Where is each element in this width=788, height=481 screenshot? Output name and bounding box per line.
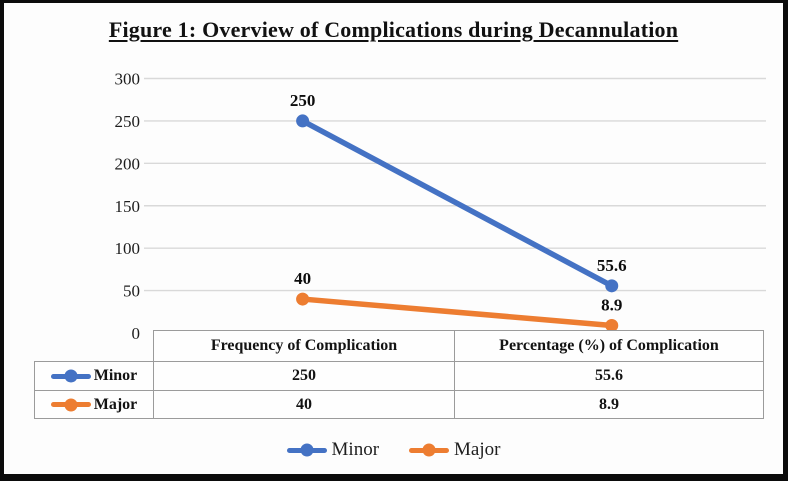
legend-item-minor: Minor: [286, 439, 380, 461]
table-header-row: Frequency of Complication Percentage (%)…: [34, 330, 764, 362]
complications-table: Frequency of Complication Percentage (%)…: [34, 330, 764, 419]
cell-minor-frequency: 250: [153, 361, 455, 391]
major-line-marker-icon: [50, 402, 91, 407]
minor-data-label: 250: [290, 91, 316, 110]
series-name-major: Major: [93, 395, 138, 413]
minor-data-label: 55.6: [597, 256, 627, 275]
chart-legend: Minor Major: [4, 436, 783, 464]
cell-major-frequency: 40: [153, 390, 455, 419]
cell-major-percentage: 8.9: [454, 390, 764, 419]
table-corner-cell: [34, 330, 154, 362]
major-series-line: [299, 296, 615, 329]
column-header-percentage: Percentage (%) of Complication: [454, 330, 764, 362]
y-axis-tick-label: 200: [115, 154, 141, 173]
table-row-major: Major 40 8.9: [34, 390, 764, 419]
major-line-marker-icon: [409, 447, 450, 453]
y-axis-tick-label: 250: [115, 112, 141, 131]
y-axis-tick-label: 100: [115, 239, 141, 258]
legend-label-minor: Minor: [331, 439, 380, 460]
cell-minor-percentage: 55.6: [454, 361, 764, 391]
legend-label-major: Major: [454, 439, 501, 460]
major-data-label: 40: [294, 269, 311, 288]
table-row-minor: Minor 250 55.6: [34, 361, 764, 391]
figure-title: Figure 1: Overview of Complications duri…: [108, 17, 679, 42]
minor-line-marker-icon: [286, 447, 327, 453]
row-label-minor: Minor: [34, 361, 154, 391]
series-name-minor: Minor: [93, 367, 138, 384]
y-axis-tick-label: 50: [123, 282, 140, 301]
major-data-point-marker: [296, 292, 310, 306]
row-label-major: Major: [34, 390, 154, 419]
major-data-label: 8.9: [601, 295, 622, 314]
minor-data-point-marker: [296, 114, 310, 128]
column-header-frequency: Frequency of Complication: [153, 330, 455, 362]
y-axis-tick-label: 150: [115, 197, 141, 216]
y-axis-tick-label: 300: [115, 70, 141, 89]
legend-item-major: Major: [409, 439, 500, 461]
minor-series-line: [299, 118, 615, 289]
minor-data-point-marker: [605, 279, 619, 293]
minor-line-marker-icon: [50, 373, 91, 379]
